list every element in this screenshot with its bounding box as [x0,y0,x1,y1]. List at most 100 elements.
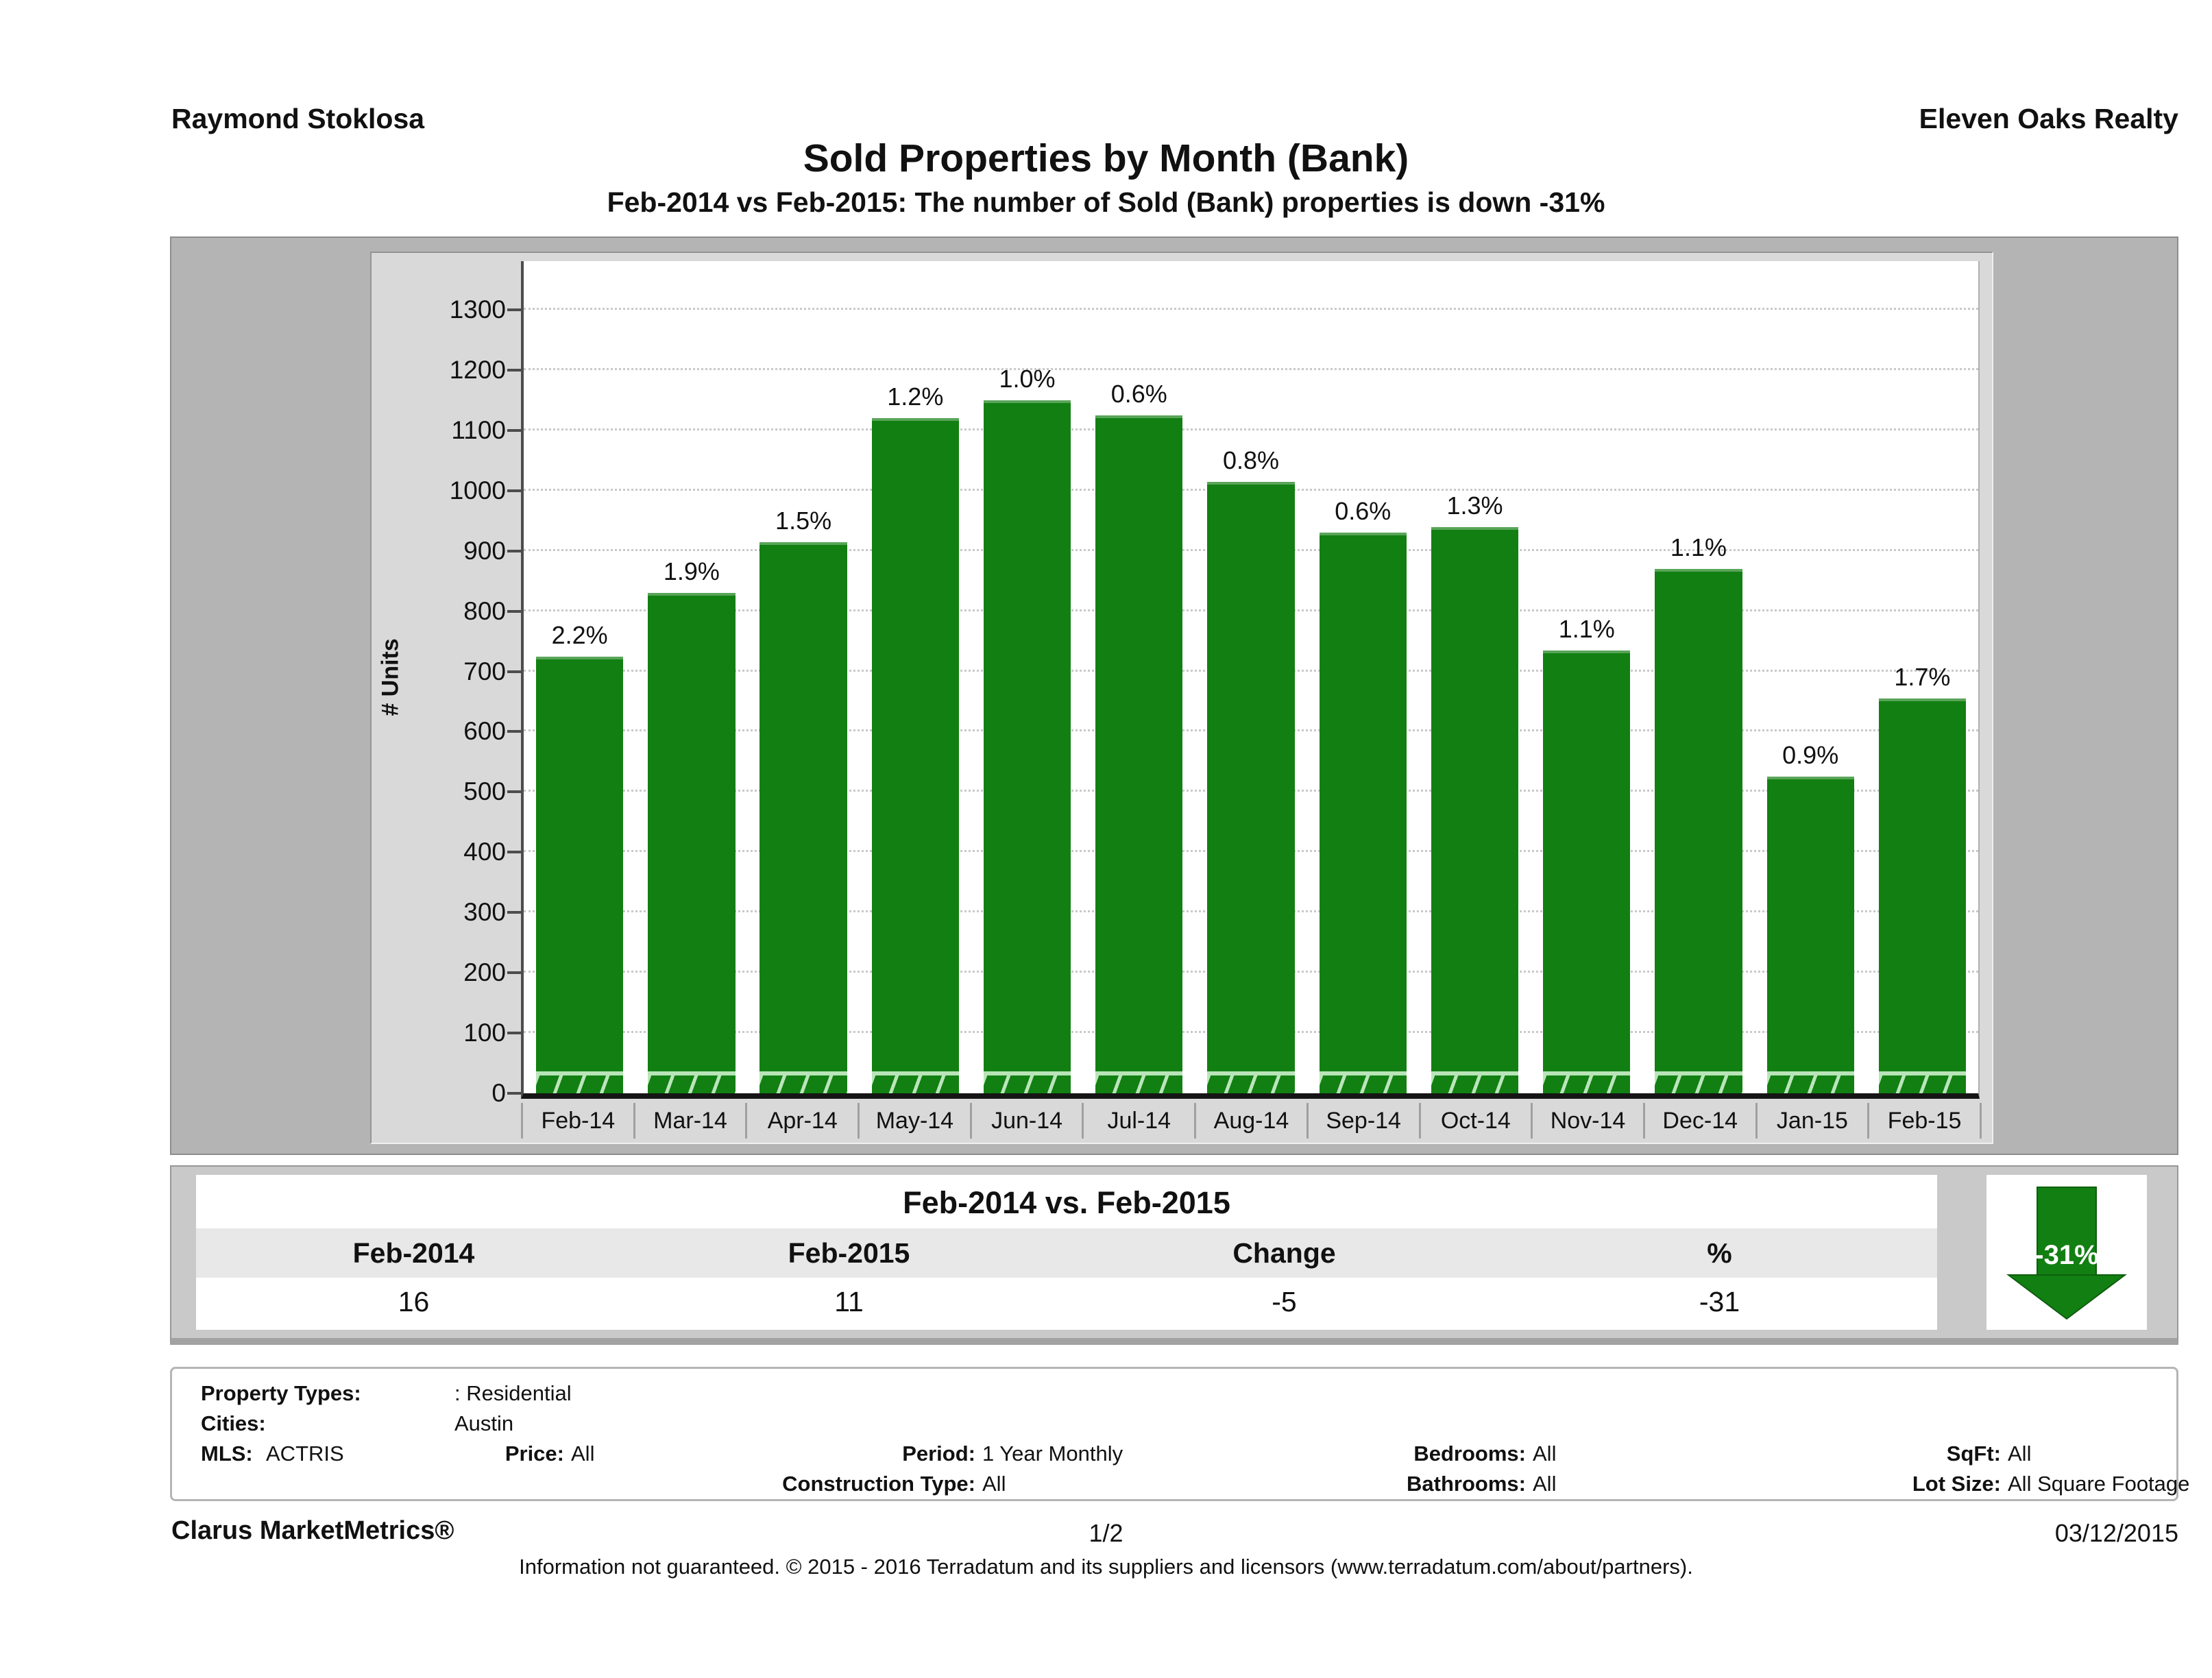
agent-name: Raymond Stoklosa [171,103,425,134]
bar-slot-Apr-14: 1.5% [747,261,859,1093]
filters-panel: Property Types: : Residential Cities: Au… [170,1367,2189,1501]
filter-value-bedrooms: All [1533,1442,1557,1466]
x-axis-label-Apr-14: Apr-14 [747,1103,860,1139]
y-tick-mark [507,308,522,311]
y-tick-label: 200 [463,958,506,987]
filter-construction-type: Construction Type: All [782,1472,1006,1496]
down-arrow-icon: -31% [2006,1187,2127,1320]
comparison-table: Feb-2014 vs. Feb-2015 Feb-2014 Feb-2015 … [196,1175,1937,1330]
y-tick-label: 900 [463,536,506,565]
bar-May-14: 1.2% [871,382,960,1093]
filter-label-bathrooms: Bathrooms: [1407,1472,1526,1496]
gridline [524,428,1978,430]
bar-Aug-14: 0.8% [1207,446,1295,1093]
bar-slot-Sep-14: 0.6% [1307,261,1419,1093]
bar-value-label: 0.6% [1110,380,1167,408]
y-tick-mark [507,1032,522,1035]
bar-value-label: 1.2% [887,382,944,411]
y-tick-mark [507,1092,522,1095]
x-axis-label-Jun-14: Jun-14 [972,1103,1084,1139]
y-tick-mark [507,851,522,854]
x-axis-label-Aug-14: Aug-14 [1196,1103,1309,1139]
brokerage-name: Eleven Oaks Realty [1919,103,2178,134]
page-subtitle: Feb-2014 vs Feb-2015: The number of Sold… [607,186,1605,218]
bar-slot-Mar-14: 1.9% [635,261,747,1093]
y-tick-label: 700 [463,657,506,685]
bar-slot-Dec-14: 1.1% [1642,261,1754,1093]
comparison-value-row: 16 11 -5 -31 [196,1278,1937,1330]
bar-value-label: 0.6% [1335,497,1391,525]
plot-area: 2.2% 1.9% 1.5% 1.2% 1.0% 0.6% 0.8% 0.6% 1.3% 1.1%… [521,261,1980,1099]
y-tick-mark [507,911,522,914]
x-axis-label-Jan-15: Jan-15 [1758,1103,1870,1139]
trend-arrow-box: -31% [1986,1175,2147,1330]
bar-slot-Nov-14: 1.1% [1531,261,1642,1093]
filter-value-property-types: : Residential [454,1381,572,1405]
filter-label-bedrooms: Bedrooms: [1413,1442,1526,1466]
filter-sqft: SqFt: All [1947,1442,2032,1466]
y-tick-mark [507,730,522,733]
bar-slot-Feb-15: 1.7% [1867,261,1978,1093]
x-axis-label-Nov-14: Nov-14 [1533,1103,1645,1139]
bar-value-label: 1.5% [775,507,832,535]
y-tick-mark [507,428,522,432]
bar-Apr-14: 1.5% [759,507,848,1093]
bar-Mar-14: 1.9% [648,557,736,1093]
x-axis-label-Feb-15: Feb-15 [1869,1103,1982,1139]
bar-slot-Feb-14: 2.2% [524,261,635,1093]
column-header: % [1707,1237,1732,1269]
filter-label-construction-type: Construction Type: [782,1472,975,1496]
filter-period: Period: 1 Year Monthly [902,1442,1123,1466]
bar-Sep-14: 0.6% [1319,497,1407,1093]
table-cell: -31 [1699,1286,1740,1317]
comparison-header-row: Feb-2014 Feb-2015 Change % [196,1228,1937,1278]
x-axis-label-Feb-14: Feb-14 [523,1103,635,1139]
bar-slot-Aug-14: 0.8% [1195,261,1306,1093]
filter-label-period: Period: [902,1442,975,1466]
bar-slot-Jun-14: 1.0% [971,261,1083,1093]
footer-page-number: 1/2 [1089,1519,1123,1547]
comparison-title: Feb-2014 vs. Feb-2015 [196,1175,1937,1228]
bar-slot-Jan-15: 0.9% [1755,261,1867,1093]
page-title: Sold Properties by Month (Bank) [803,136,1409,180]
filter-value-lot-size: All Square Footage [2008,1472,2190,1496]
filter-label-mls: MLS: [201,1442,253,1466]
gridline [524,308,1978,310]
filter-bathrooms: Bathrooms: All [1407,1472,1556,1496]
filter-value-construction-type: All [982,1472,1006,1496]
filter-label-price: Price: [505,1442,564,1466]
bar-slot-Oct-14: 1.3% [1419,261,1531,1093]
y-tick-label: 300 [463,898,506,927]
bar-Feb-15: 1.7% [1878,663,1967,1093]
footer-date: 03/12/2015 [2054,1519,2178,1547]
table-cell: 11 [834,1286,864,1317]
y-tick-label: 1000 [449,476,506,504]
footer-disclaimer: Information not guaranteed. © 2015 - 201… [519,1555,1693,1579]
bars-container: 2.2% 1.9% 1.5% 1.2% 1.0% 0.6% 0.8% 0.6% 1.3% 1.1%… [524,261,1978,1093]
filter-value-period: 1 Year Monthly [982,1442,1123,1466]
bar-value-label: 1.7% [1894,663,1951,691]
bar-Jul-14: 0.6% [1095,380,1183,1093]
bar-value-label: 1.0% [999,365,1056,393]
y-tick-mark [507,609,522,613]
column-header: Change [1232,1237,1336,1269]
filter-value-mls: ACTRIS [266,1442,344,1466]
y-tick-label: 1200 [449,355,506,384]
y-tick-mark [507,549,522,552]
chart-canvas: # Units 2.2% 1.9% 1.5% 1.2% 1.0% 0.6% 0.8% 0.6%… [370,252,1993,1144]
table-cell: -5 [1272,1286,1297,1317]
filter-value-cities: Austin [454,1411,514,1435]
bar-slot-May-14: 1.2% [860,261,971,1093]
column-header: Feb-2014 [352,1237,475,1269]
bar-value-label: 0.8% [1222,446,1280,474]
x-axis-labels: Feb-14 Mar-14 Apr-14 May-14 Jun-14 Jul-14 Aug-… [521,1103,1982,1139]
bar-value-label: 2.2% [551,621,608,649]
bar-Jan-15: 0.9% [1766,741,1855,1093]
x-axis-label-Mar-14: Mar-14 [635,1103,748,1139]
filter-value-price: All [571,1442,595,1466]
filter-value-sqft: All [2008,1442,2032,1466]
y-tick-mark [507,368,522,372]
comparison-panel: Feb-2014 vs. Feb-2015 Feb-2014 Feb-2015 … [170,1165,2178,1345]
x-axis-label-Dec-14: Dec-14 [1645,1103,1758,1139]
